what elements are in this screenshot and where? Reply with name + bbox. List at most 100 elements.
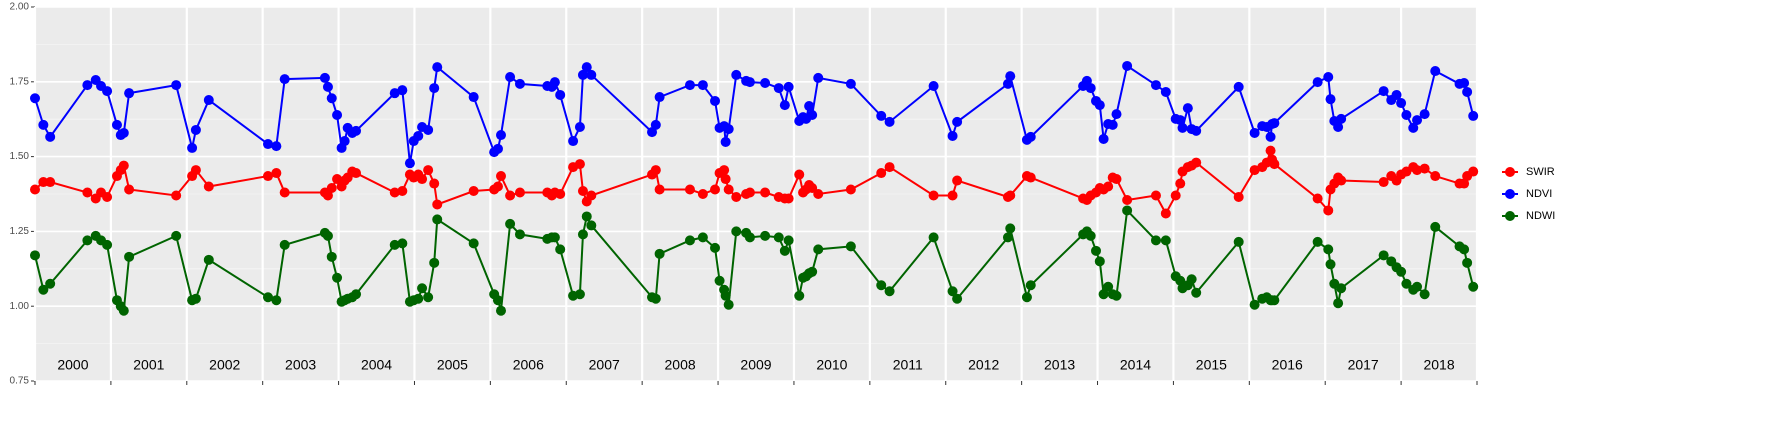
year-label: 2014 (1120, 357, 1151, 373)
point (1150, 235, 1161, 246)
point (1468, 110, 1479, 121)
point (720, 136, 731, 147)
point (1323, 205, 1334, 216)
point (1312, 236, 1323, 247)
point (1419, 109, 1430, 120)
point (1325, 259, 1336, 270)
point (1177, 122, 1188, 133)
point (1391, 89, 1402, 100)
point (1233, 81, 1244, 92)
point (45, 177, 56, 188)
point (118, 127, 129, 138)
year-label: 2016 (1272, 357, 1303, 373)
point (30, 184, 40, 195)
point (1401, 278, 1412, 289)
point (813, 72, 824, 83)
point (555, 244, 566, 255)
point (794, 290, 805, 301)
point (650, 119, 661, 130)
point (351, 289, 362, 300)
y-tick-label: 1.75 (10, 76, 30, 87)
point (1025, 131, 1036, 142)
point (1269, 118, 1280, 129)
point (1025, 172, 1036, 183)
point (492, 181, 503, 192)
point (423, 124, 434, 135)
point (1265, 145, 1276, 156)
point (45, 131, 56, 142)
point (190, 124, 201, 135)
point (492, 295, 503, 306)
point (1233, 236, 1244, 247)
point (654, 184, 665, 195)
point (1005, 190, 1016, 201)
year-label: 2007 (589, 357, 620, 373)
point (262, 292, 273, 303)
point (1412, 165, 1423, 176)
legend-label: NDVI (1526, 188, 1552, 200)
year-label: 2006 (513, 357, 544, 373)
point (423, 165, 434, 176)
point (928, 232, 939, 243)
point (684, 235, 695, 246)
point (432, 199, 443, 210)
point (952, 116, 963, 127)
point (124, 184, 135, 195)
y-tick-label: 0.75 (10, 376, 30, 387)
point (319, 72, 330, 83)
point (1191, 125, 1202, 136)
point (495, 305, 506, 316)
point (1336, 175, 1347, 186)
year-label: 2003 (285, 357, 316, 373)
point (279, 187, 290, 198)
point (1430, 221, 1441, 232)
point (813, 244, 824, 255)
point (1233, 191, 1244, 202)
point (322, 81, 333, 92)
legend-label: SWIR (1526, 166, 1555, 178)
point (1412, 281, 1423, 292)
point (82, 187, 93, 198)
point (203, 181, 214, 192)
point (845, 241, 856, 252)
year-label: 2002 (209, 357, 240, 373)
point (1468, 281, 1479, 292)
point (1312, 77, 1323, 88)
point (720, 174, 731, 185)
point (495, 171, 506, 182)
point (1459, 178, 1470, 189)
point (577, 69, 588, 80)
point (1122, 205, 1133, 216)
point (952, 293, 963, 304)
point (760, 187, 771, 198)
point (845, 184, 856, 195)
point (118, 160, 129, 171)
point (731, 69, 742, 80)
point (1182, 103, 1193, 114)
point (271, 168, 282, 179)
point (124, 88, 135, 99)
point (1175, 115, 1186, 126)
point (1160, 235, 1171, 246)
point (760, 230, 771, 241)
point (654, 248, 665, 259)
point (171, 230, 182, 241)
point (586, 190, 597, 201)
point (549, 232, 560, 243)
point (1269, 159, 1280, 170)
point (807, 266, 818, 277)
point (876, 110, 887, 121)
point (1025, 280, 1036, 291)
year-label: 2017 (1348, 357, 1379, 373)
point (397, 238, 408, 249)
point (1160, 208, 1171, 219)
point (1396, 266, 1407, 277)
point (332, 110, 343, 121)
point (505, 72, 516, 83)
point (574, 121, 585, 132)
point (1378, 86, 1389, 97)
point (723, 124, 734, 135)
point (794, 169, 805, 180)
point (555, 89, 566, 100)
point (744, 232, 755, 243)
